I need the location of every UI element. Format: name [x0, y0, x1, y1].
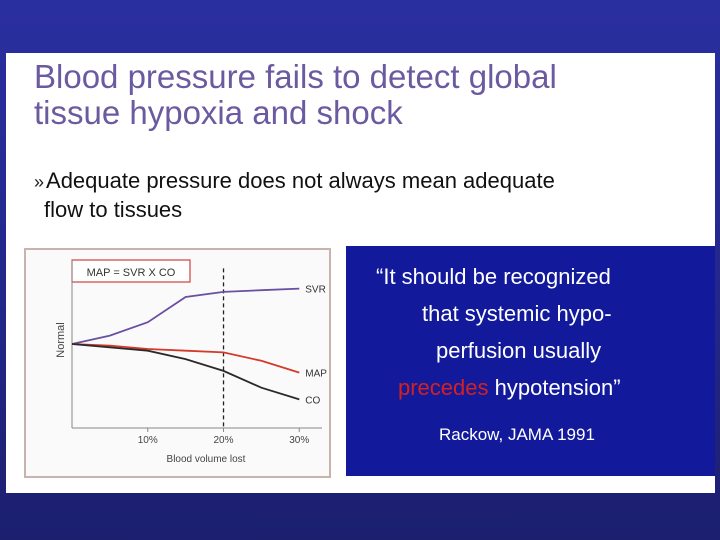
- x-tick-label: 20%: [214, 435, 234, 446]
- x-tick-label: 10%: [138, 435, 158, 446]
- slide-content-area: Blood pressure fails to detect global ti…: [6, 53, 715, 493]
- slide-title-line-2: tissue hypoxia and shock: [34, 94, 403, 131]
- y-axis-label: Normal: [55, 322, 67, 357]
- quote-highlight-precedes: precedes: [398, 375, 489, 400]
- bullet-point: »Adequate pressure does not always mean …: [34, 167, 684, 224]
- slide-title-line-1: Blood pressure fails to detect global: [34, 58, 557, 95]
- bullet-text-line-2: flow to tissues: [44, 197, 183, 222]
- bullet-text-line-1: Adequate pressure does not always mean a…: [46, 168, 555, 193]
- series-label-svr: SVR: [305, 285, 326, 296]
- quote-line-2: that systemic hypo-: [422, 301, 612, 326]
- quote-citation: Rackow, JAMA 1991: [439, 425, 595, 444]
- series-line-map: [71, 343, 300, 374]
- x-tick-label: 30%: [289, 435, 309, 446]
- bullet-marker: »: [34, 172, 45, 192]
- quote-box: “It should be recognized that systemic h…: [346, 246, 715, 476]
- quote-line-4: precedes hypotension”: [346, 369, 715, 406]
- series-label-map: MAP: [305, 369, 327, 380]
- blood-volume-chart-frame: MAP = SVR X CO Normal Blood volume lost …: [24, 248, 331, 478]
- series-line-co: [71, 343, 300, 401]
- quote-text: “It should be recognized that systemic h…: [346, 258, 715, 406]
- blood-volume-chart: MAP = SVR X CO Normal Blood volume lost …: [55, 259, 327, 465]
- series-label-co: CO: [305, 395, 320, 406]
- quote-line-1: “It should be recognized: [376, 264, 611, 289]
- quote-line-3: perfusion usually: [436, 338, 602, 363]
- quote-line-4-rest: hypotension”: [488, 375, 621, 400]
- series-line-svr: [71, 287, 300, 345]
- chart-title: MAP = SVR X CO: [87, 267, 176, 279]
- slide-title: Blood pressure fails to detect global ti…: [34, 59, 694, 131]
- x-axis-label: Blood volume lost: [167, 454, 246, 465]
